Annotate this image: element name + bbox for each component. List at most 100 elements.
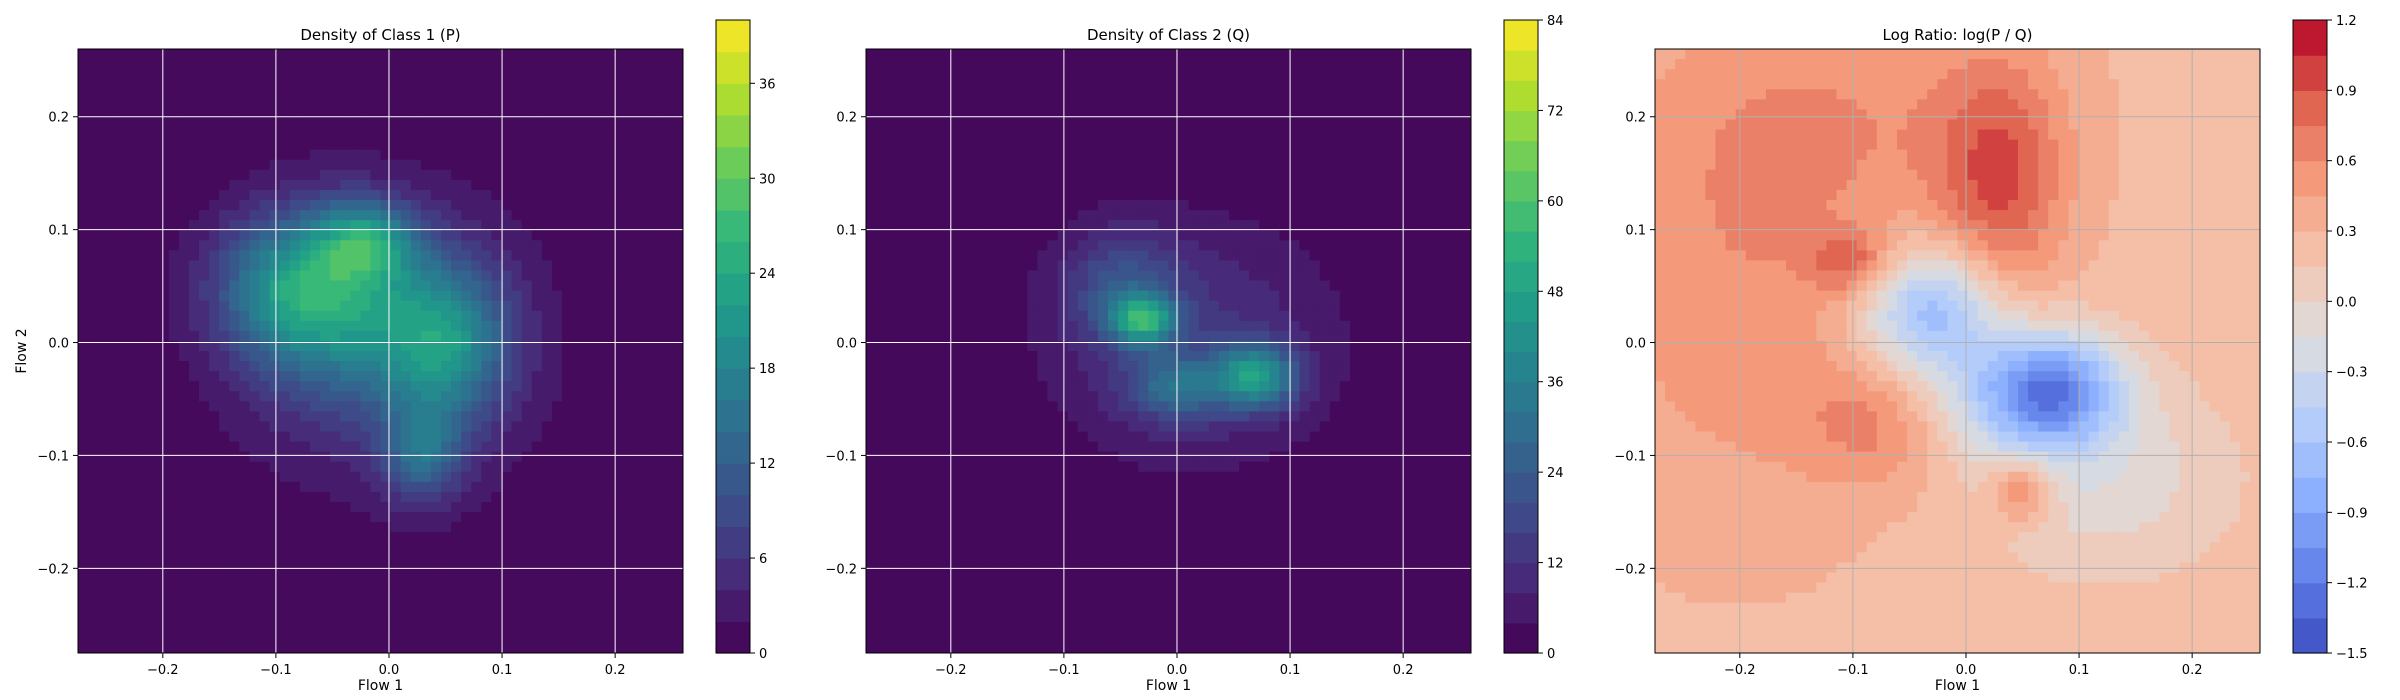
heatmap-cell bbox=[541, 522, 553, 533]
heatmap-cell bbox=[451, 179, 462, 191]
heatmap-cell bbox=[612, 542, 624, 553]
heatmap-cell bbox=[330, 250, 341, 261]
heatmap-cell bbox=[350, 502, 361, 513]
heatmap-cell bbox=[128, 250, 140, 261]
heatmap-cell bbox=[299, 351, 311, 362]
heatmap-cell bbox=[299, 69, 311, 80]
heatmap-cell bbox=[906, 89, 918, 100]
heatmap-cell bbox=[461, 240, 472, 251]
heatmap-cell bbox=[551, 401, 563, 412]
heatmap-cell bbox=[380, 260, 392, 272]
heatmap-cell bbox=[199, 159, 210, 171]
heatmap-cell bbox=[380, 119, 392, 131]
heatmap-cell bbox=[340, 351, 351, 362]
heatmap-cell bbox=[592, 612, 603, 624]
heatmap-cell bbox=[158, 89, 170, 100]
heatmap-cell bbox=[1007, 89, 1018, 100]
heatmap-cell bbox=[289, 502, 301, 513]
heatmap-cell bbox=[289, 491, 301, 503]
heatmap-cell bbox=[340, 230, 351, 241]
heatmap-cell bbox=[209, 592, 220, 604]
heatmap-cell bbox=[108, 562, 119, 574]
heatmap-cell bbox=[672, 592, 683, 604]
heatmap-cell bbox=[551, 381, 563, 392]
heatmap-cell bbox=[936, 401, 948, 412]
heatmap-cell bbox=[199, 270, 210, 282]
heatmap-cell bbox=[430, 139, 442, 151]
heatmap-cell bbox=[521, 582, 533, 594]
heatmap-cell bbox=[360, 69, 372, 80]
heatmap-cell bbox=[511, 189, 523, 201]
heatmap-cell bbox=[572, 421, 583, 433]
heatmap-cell bbox=[1057, 340, 1069, 352]
heatmap-cell bbox=[441, 351, 452, 362]
heatmap-cell bbox=[906, 69, 918, 80]
heatmap-cell bbox=[966, 491, 978, 503]
heatmap-cell bbox=[390, 310, 402, 322]
heatmap-cell bbox=[562, 310, 573, 322]
heatmap-cell bbox=[1017, 340, 1028, 352]
heatmap-cell bbox=[420, 340, 432, 352]
heatmap-cell bbox=[511, 371, 523, 382]
heatmap-cell bbox=[320, 461, 331, 473]
heatmap-cell bbox=[562, 169, 573, 181]
heatmap-cell bbox=[340, 69, 351, 80]
heatmap-cell bbox=[128, 119, 140, 131]
heatmap-cell bbox=[531, 481, 543, 493]
heatmap-cell bbox=[886, 522, 897, 533]
heatmap-cell bbox=[866, 119, 877, 131]
heatmap-cell bbox=[572, 522, 583, 533]
heatmap-cell bbox=[491, 351, 503, 362]
heatmap-cell bbox=[987, 340, 998, 352]
heatmap-cell bbox=[511, 149, 523, 161]
heatmap-cell bbox=[866, 240, 877, 251]
heatmap-cell bbox=[511, 240, 523, 251]
heatmap-cell bbox=[562, 340, 573, 352]
heatmap-cell bbox=[1017, 210, 1028, 221]
heatmap-cell bbox=[632, 602, 644, 614]
heatmap-cell bbox=[88, 512, 99, 523]
heatmap-cell bbox=[987, 129, 998, 141]
heatmap-cell bbox=[350, 159, 361, 171]
heatmap-cell bbox=[88, 109, 99, 121]
heatmap-cell bbox=[128, 431, 140, 443]
heatmap-cell bbox=[946, 250, 958, 261]
heatmap-cell bbox=[632, 69, 644, 80]
heatmap-cell bbox=[410, 220, 422, 231]
heatmap-cell bbox=[956, 411, 968, 423]
heatmap-cell bbox=[572, 89, 583, 100]
heatmap-cell bbox=[430, 200, 442, 211]
heatmap-cell bbox=[896, 642, 907, 653]
heatmap-cell bbox=[309, 210, 321, 221]
heatmap-cell bbox=[178, 612, 190, 624]
heatmap-cell bbox=[866, 59, 877, 70]
heatmap-cell bbox=[370, 532, 382, 543]
heatmap-cell bbox=[936, 79, 948, 90]
heatmap-cell bbox=[1007, 562, 1018, 574]
heatmap-cell bbox=[662, 481, 674, 493]
heatmap-cell bbox=[916, 512, 928, 523]
heatmap-cell bbox=[299, 330, 311, 342]
heatmap-cell bbox=[209, 502, 220, 513]
heatmap-cell bbox=[158, 542, 170, 553]
heatmap-cell bbox=[299, 139, 311, 151]
heatmap-cell bbox=[309, 401, 321, 412]
heatmap-cell bbox=[936, 381, 948, 392]
heatmap-cell bbox=[1047, 290, 1059, 302]
heatmap-cell bbox=[906, 542, 918, 553]
heatmap-cell bbox=[632, 139, 644, 151]
heatmap-cell bbox=[118, 562, 130, 574]
heatmap-cell bbox=[98, 461, 109, 473]
heatmap-cell bbox=[642, 49, 654, 60]
heatmap-cell bbox=[562, 592, 573, 604]
colorbar-band bbox=[716, 463, 750, 496]
heatmap-cell bbox=[269, 441, 281, 453]
heatmap-cell bbox=[582, 129, 593, 141]
heatmap-cell bbox=[1067, 49, 1079, 60]
heatmap-cell bbox=[441, 169, 452, 181]
heatmap-cell bbox=[441, 542, 452, 553]
heatmap-cell bbox=[1077, 542, 1089, 553]
heatmap-cell bbox=[632, 401, 644, 412]
heatmap-cell bbox=[330, 230, 341, 241]
heatmap-cell bbox=[1057, 119, 1069, 131]
